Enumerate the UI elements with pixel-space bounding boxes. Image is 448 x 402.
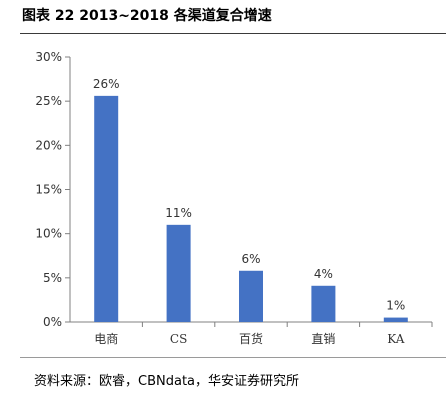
bar [166, 224, 191, 322]
y-tick-label: 5% [43, 271, 62, 285]
y-tick-label: 25% [35, 94, 62, 108]
data-label: 1% [386, 299, 405, 313]
category-label: KA [387, 332, 404, 346]
figure-title: 图表 22 2013~2018 各渠道复合增速 [22, 8, 272, 24]
data-label: 6% [241, 252, 260, 266]
y-tick-label: 0% [43, 315, 62, 329]
bar [94, 95, 119, 322]
data-label: 26% [93, 77, 120, 91]
chart-bars [94, 95, 408, 322]
data-label: 11% [165, 206, 192, 220]
category-label: 百货 [239, 331, 263, 346]
y-tick-label: 30% [35, 50, 62, 64]
title-divider [20, 33, 446, 34]
y-tick-label: 20% [35, 138, 62, 152]
bar [311, 285, 336, 322]
bar [383, 317, 408, 322]
data-label: 4% [314, 267, 333, 281]
source-note: 资料来源：欧睿，CBNdata，华安证券研究所 [34, 374, 300, 389]
category-label: 直销 [311, 332, 335, 346]
chart-labels: 0% 5% 10% 15% 20% 25% 30% 26% 电商 11% CS 6% 百货 4% 直销 1% K… [35, 50, 405, 346]
bar [239, 270, 263, 322]
source-divider [20, 357, 446, 358]
y-tick-label: 10% [35, 227, 62, 241]
category-label: CS [170, 332, 187, 346]
y-tick-label: 15% [35, 183, 62, 197]
category-label: 电商 [94, 331, 118, 346]
